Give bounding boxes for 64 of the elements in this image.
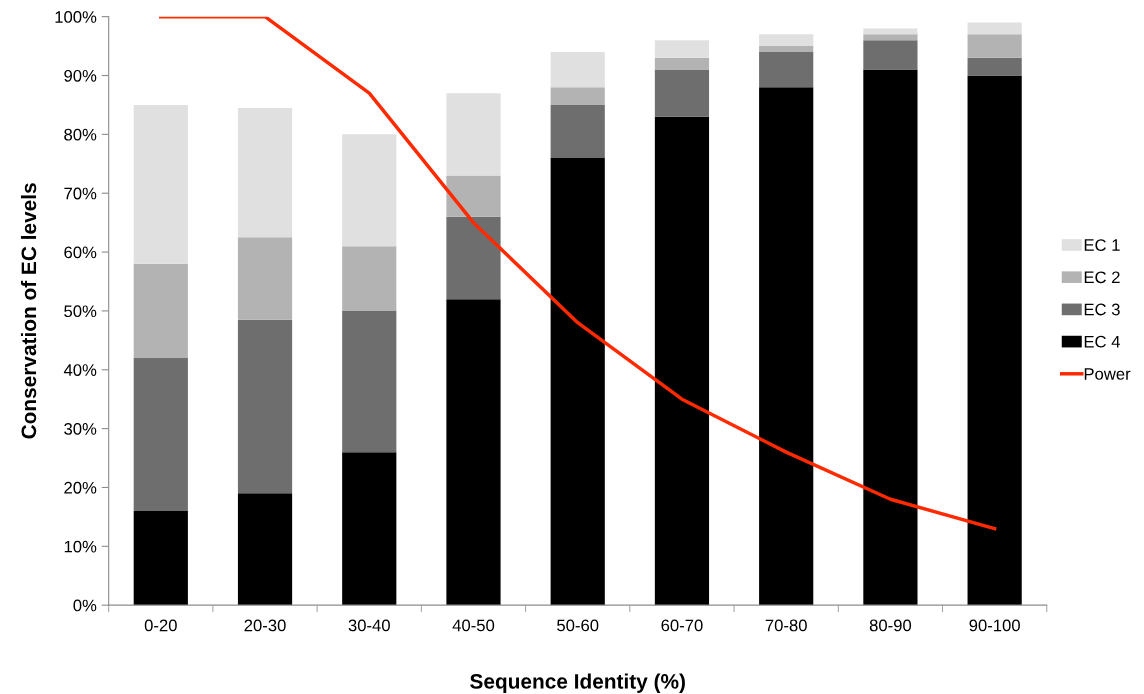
bar	[654, 57, 710, 70]
x-tick-label: 70-80	[765, 619, 807, 632]
bar	[342, 134, 397, 247]
y-tick-label: 50%	[64, 305, 97, 318]
y-tick-label: 0%	[73, 599, 97, 612]
bar	[759, 51, 814, 88]
y-tick-label: 90%	[64, 69, 97, 82]
bar	[446, 299, 501, 606]
x-tick-label: 40-50	[452, 619, 495, 632]
bar	[550, 104, 605, 158]
bar	[342, 246, 397, 311]
bar	[967, 34, 1022, 58]
bar	[446, 175, 501, 217]
bar	[863, 34, 918, 41]
bar	[133, 511, 188, 606]
y-tick-label: 10%	[64, 540, 97, 553]
bar	[237, 237, 293, 320]
bar	[550, 51, 605, 88]
bar	[133, 357, 188, 512]
bar	[342, 452, 397, 606]
bar	[967, 22, 1022, 35]
bar	[759, 87, 814, 606]
bar	[654, 116, 710, 606]
bar	[863, 69, 918, 606]
bar	[237, 107, 293, 238]
bar	[759, 46, 814, 52]
y-tick-label: 20%	[64, 481, 97, 494]
legend-label: EC 4	[1084, 335, 1120, 348]
legend-label: EC 2	[1084, 271, 1120, 284]
x-tick-label: 90-100	[969, 619, 1020, 632]
y-tick-label: 60%	[64, 246, 97, 259]
bar	[863, 40, 918, 70]
bar	[967, 75, 1022, 606]
y-axis-title: Conservation of EC levels	[20, 183, 37, 439]
y-tick-label: 70%	[64, 187, 97, 200]
bar	[342, 310, 397, 453]
x-tick-label: 30-40	[348, 619, 390, 632]
bar	[133, 104, 188, 264]
x-tick-label: 0-20	[144, 619, 177, 632]
bar	[759, 34, 814, 47]
bar	[654, 69, 710, 117]
y-tick-label: 100%	[55, 11, 97, 23]
x-axis-title: Sequence Identity (%)	[470, 673, 685, 693]
bar	[133, 263, 188, 358]
bar	[237, 493, 293, 606]
y-tick-label: 30%	[64, 423, 97, 435]
bar	[550, 157, 605, 606]
bar	[654, 40, 710, 58]
y-tick-label: 80%	[64, 128, 97, 141]
bar	[446, 216, 501, 300]
bar	[237, 319, 293, 494]
line-series	[159, 16, 997, 531]
x-tick-label: 80-90	[869, 619, 912, 632]
legend-label: Power	[1084, 368, 1131, 380]
legend-label: EC 1	[1084, 239, 1120, 251]
y-tick-label: 40%	[63, 364, 97, 376]
bar	[967, 57, 1022, 76]
x-tick-label: 60-70	[661, 619, 703, 632]
legend-label: EC 3	[1084, 303, 1120, 316]
x-tick-label: 20-30	[244, 619, 286, 632]
bar	[863, 28, 918, 35]
bar	[550, 87, 605, 105]
x-tick-label: 50-60	[557, 619, 599, 632]
bar	[446, 93, 501, 176]
